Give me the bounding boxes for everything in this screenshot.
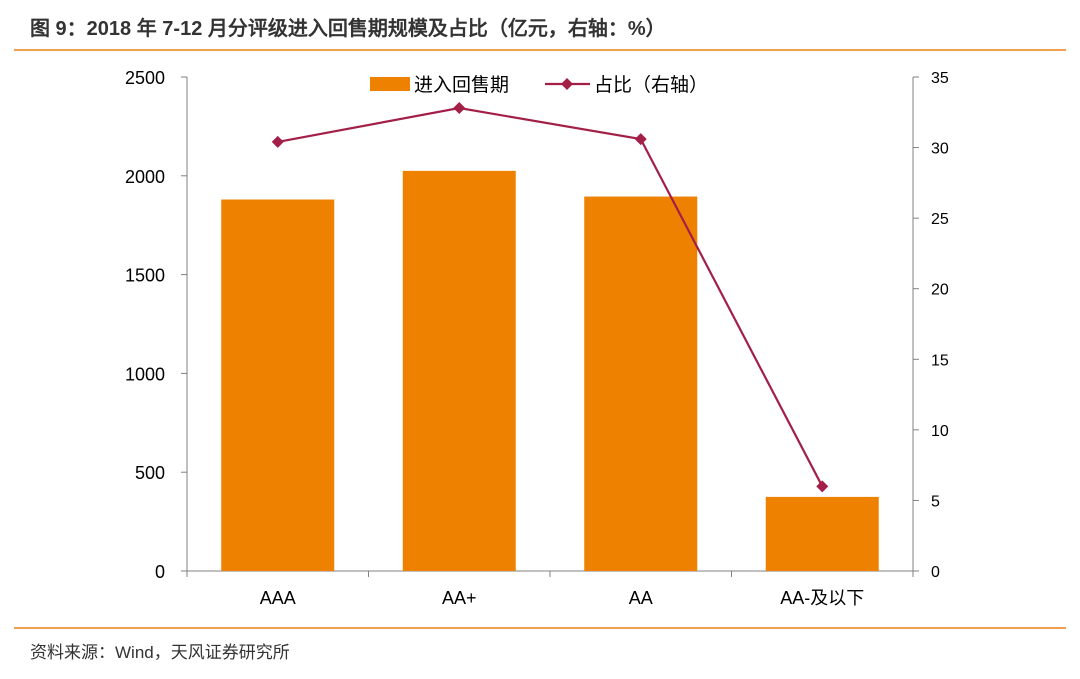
left-axis-tick-label: 0 bbox=[155, 562, 165, 582]
right-axis-tick-label: 35 bbox=[931, 70, 949, 87]
source-note: 资料来源：Wind，天风证券研究所 bbox=[30, 643, 290, 662]
left-axis-tick-label: 1000 bbox=[125, 364, 165, 384]
bar bbox=[584, 196, 698, 571]
right-axis-tick-label: 30 bbox=[931, 141, 949, 158]
right-axis-tick-label: 15 bbox=[931, 352, 949, 369]
line-point bbox=[634, 133, 647, 146]
bar-series bbox=[221, 170, 879, 572]
left-axis-tick-label: 1500 bbox=[125, 266, 165, 286]
title-divider bbox=[14, 49, 1066, 51]
right-axis-tick-label: 0 bbox=[931, 564, 940, 581]
right-axis-tick-label: 10 bbox=[931, 423, 949, 440]
x-axis-tick-label: AA bbox=[629, 588, 653, 608]
x-axis-tick-label: AAA bbox=[260, 588, 296, 608]
right-axis-tick-label: 5 bbox=[931, 493, 940, 510]
left-axis-tick-label: 2000 bbox=[125, 167, 165, 187]
legend-marker-line bbox=[561, 78, 573, 90]
legend: 进入回售期 占比（右轴） bbox=[370, 74, 708, 96]
line-point bbox=[271, 135, 284, 148]
line-series bbox=[271, 102, 829, 493]
x-axis-tick-label: AA-及以下 bbox=[780, 588, 864, 608]
left-axis-tick-label: 500 bbox=[135, 463, 165, 483]
line-point bbox=[453, 102, 466, 115]
x-axis-tick-label: AA+ bbox=[442, 588, 477, 608]
bar bbox=[402, 170, 516, 572]
right-axis-tick-label: 25 bbox=[931, 211, 949, 228]
bar bbox=[765, 496, 879, 571]
bar bbox=[221, 199, 335, 571]
legend-label-bar: 进入回售期 bbox=[414, 74, 509, 96]
right-axis-tick-label: 20 bbox=[931, 282, 949, 299]
left-axis-tick-label: 2500 bbox=[125, 68, 165, 88]
legend-swatch-bar bbox=[370, 77, 410, 91]
source-divider bbox=[14, 627, 1066, 629]
chart: 0 500 1000 1500 2000 2500 0 5 10 15 20 25 30 35 AAA AA+… bbox=[125, 68, 949, 608]
legend-label-line: 占比（右轴） bbox=[594, 74, 708, 96]
axes: 0 500 1000 1500 2000 2500 0 5 10 15 20 25 30 35 AAA AA+… bbox=[125, 68, 949, 608]
figure-title: 图 9：2018 年 7-12 月分评级进入回售期规模及占比（亿元，右轴：%） bbox=[30, 18, 666, 40]
line-point bbox=[816, 480, 829, 493]
line-path bbox=[277, 106, 824, 487]
